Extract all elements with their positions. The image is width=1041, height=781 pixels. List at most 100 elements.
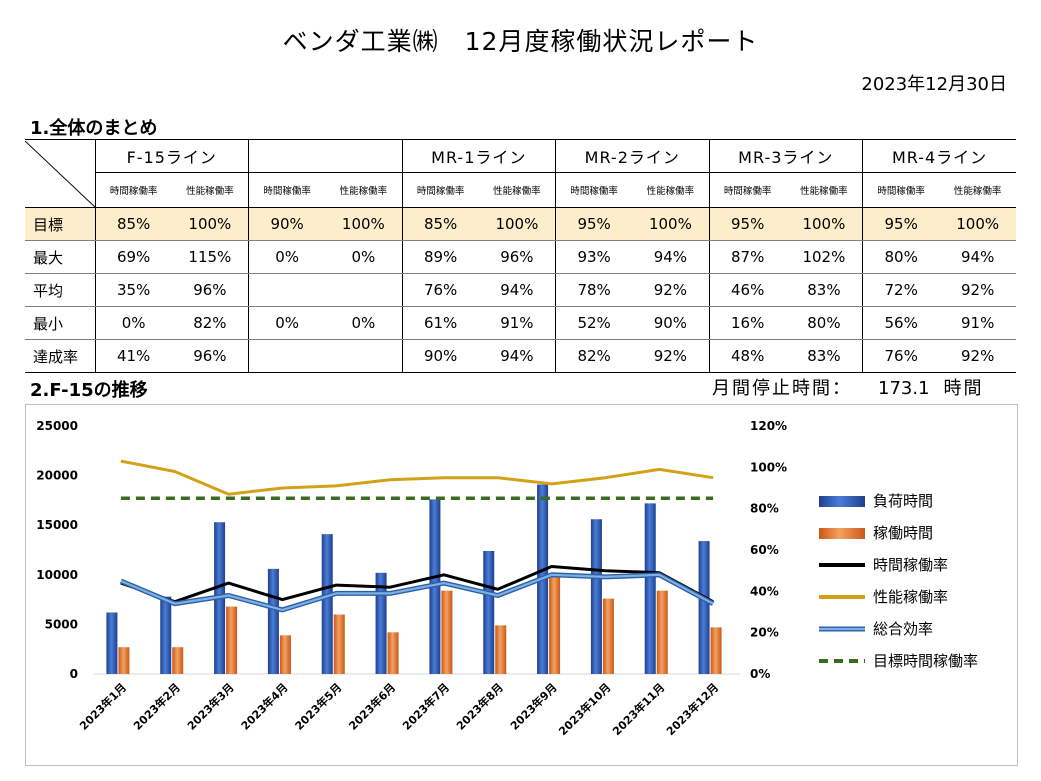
right-axis-tick-label: 120% [750,419,787,433]
monthly-downtime: 月間停止時間： 173.1 時間 [712,374,984,400]
table-cell: 76% [401,273,479,307]
table-cell: 93% [555,240,633,274]
section-2-title: 2.F-15の推移 [30,380,148,401]
bar-operating-time [441,590,453,674]
bar-load-time [590,519,602,674]
right-axis-tick-label: 100% [750,460,787,474]
x-axis-category-label: 2023年5月 [292,680,345,733]
table-row: 最大 69% 115% 0% 0% 89% 96% 93% 94% 87% 102% 80% 94% [25,240,1017,274]
sub-header-row: 時間稼働率 性能稼働率 時間稼働率 性能稼働率 時間稼働率 性能稼働率 時間稼働… [25,172,1017,208]
x-axis-category-label: 2023年7月 [400,680,453,733]
left-axis-tick-label: 10000 [36,568,78,582]
table-cell: 95% [555,207,633,241]
table-row: 達成率 41% 96% 90% 94% 82% 92% 48% 83% 76% 92% [25,339,1017,373]
time-operation-rate-line [120,565,714,604]
downtime-unit: 時間 [943,378,984,399]
table-cell: 85% [94,207,172,241]
table-cell [325,339,402,373]
table-cell: 0% [325,240,402,274]
table-cell: 95% [862,207,940,241]
row-label: 目標 [25,207,95,241]
sub-header-cell: 時間稼働率 [248,172,326,208]
sub-header-cell: 性能稼働率 [171,172,249,208]
table-corner-cell [25,139,95,208]
table-cell: 100% [939,207,1017,241]
bar-load-time [267,568,279,674]
bar-load-time [644,503,656,674]
bar-load-time [321,534,333,674]
x-axis-category-label: 2023年6月 [346,680,399,733]
table-cell: 92% [632,339,710,373]
table-cell: 91% [939,306,1017,340]
table-cell: 82% [555,339,633,373]
table-cell: 94% [478,339,556,373]
x-axis-category-label: 2023年2月 [130,680,183,733]
table-cell: 69% [94,240,172,274]
left-axis-tick-label: 15000 [36,518,78,532]
table-cell: 102% [785,240,863,274]
report-date: 2023年12月30日 [861,74,1007,95]
report-title: ベンダ工業㈱ 12月度稼働状況レポート [282,27,759,56]
bar-operating-time [226,606,238,674]
right-axis-tick-label: 0% [750,667,770,681]
legend-label: 性能稼働率 [873,588,948,606]
bar-operating-time [656,590,668,674]
table-cell: 100% [171,207,249,241]
left-axis-tick-label: 0 [70,667,78,681]
legend-swatch-load-time [819,496,865,507]
line-name-cell: MR-4ライン [862,139,1017,173]
table-cell: 16% [708,306,786,340]
row-label: 平均 [25,273,95,307]
legend-label: 目標時間稼働率 [873,652,978,670]
sub-header-cell: 時間稼働率 [94,172,172,208]
downtime-value: 173.1 [878,378,930,399]
summary-table: F-15ライン MR-1ライン MR-2ライン MR-3ライン MR-4ライン … [25,139,1017,373]
legend-swatch-operating-time [819,528,865,539]
table-cell: 0% [325,306,402,340]
row-label: 最小 [25,306,95,340]
bar-operating-time [172,647,184,674]
table-cell: 100% [632,207,710,241]
line-name-cell: MR-2ライン [555,139,710,173]
legend-label: 負荷時間 [873,492,933,510]
table-cell: 41% [94,339,172,373]
table-cell: 80% [785,306,863,340]
bar-operating-time [710,627,722,674]
table-row: 平均 35% 96% 76% 94% 78% 92% 46% 83% 72% 92% [25,273,1017,307]
table-cell [248,273,326,307]
table-cell: 56% [862,306,940,340]
diagonal-line [25,140,95,207]
right-axis-tick-label: 20% [750,626,779,640]
legend-label: 稼働時間 [873,524,933,542]
trend-chart-svg: 0 5000 10000 15000 20000 25000 0% 20% 40% 60% 80% 1… [36,419,978,738]
overall-efficiency-line [120,573,714,611]
sub-header-cell: 時間稼働率 [708,172,786,208]
table-cell: 100% [325,207,402,241]
bar-operating-time [279,635,291,674]
table-cell: 80% [862,240,940,274]
sub-header-cell: 性能稼働率 [785,172,863,208]
section-1-title: 1.全体のまとめ [30,118,158,139]
table-row: 目標 85% 100% 90% 100% 85% 100% 95% 100% 95% 100% 95%… [25,207,1017,241]
sub-header-cell: 性能稼働率 [325,172,402,208]
table-cell: 100% [478,207,556,241]
x-axis-category-label: 2023年3月 [184,680,237,733]
left-axis-tick-label: 25000 [36,419,78,433]
x-axis-category-label: 2023年11月 [609,680,667,738]
bar-load-time [106,612,118,674]
x-axis-category-label: 2023年12月 [663,680,721,738]
table-cell [248,339,326,373]
bar-operating-time [333,614,345,674]
table-cell: 89% [401,240,479,274]
bar-load-time [160,596,172,674]
line-name-cell: F-15ライン [94,139,249,173]
x-axis-category-label: 2023年1月 [77,680,130,733]
table-cell: 96% [171,339,249,373]
table-cell: 90% [401,339,479,373]
legend-label: 総合効率 [873,620,933,638]
table-cell: 83% [785,339,863,373]
row-label: 達成率 [25,339,95,373]
table-cell: 0% [248,240,326,274]
left-axis-tick-label: 5000 [45,617,78,631]
summary-body: 目標 85% 100% 90% 100% 85% 100% 95% 100% 95% 100% 95%… [25,207,1017,373]
